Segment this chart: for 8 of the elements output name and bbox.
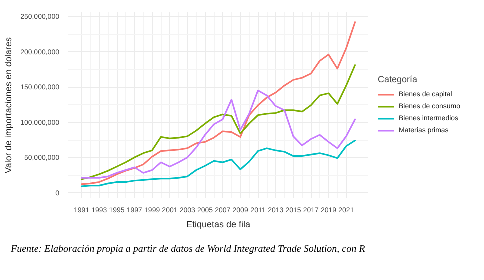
line-series <box>80 90 356 179</box>
legend-title: Categoría <box>378 74 419 84</box>
line-series <box>80 64 356 180</box>
source-note: Fuente: Elaboración propia a partir de datos de World Integrated Trade Solution, con R <box>11 243 366 257</box>
x-axis-title: Etiquetas de fila <box>186 220 251 230</box>
line-series <box>80 22 356 186</box>
line-series <box>80 140 356 188</box>
y-axis-title: Valor de importaciones en dolares <box>4 37 14 174</box>
